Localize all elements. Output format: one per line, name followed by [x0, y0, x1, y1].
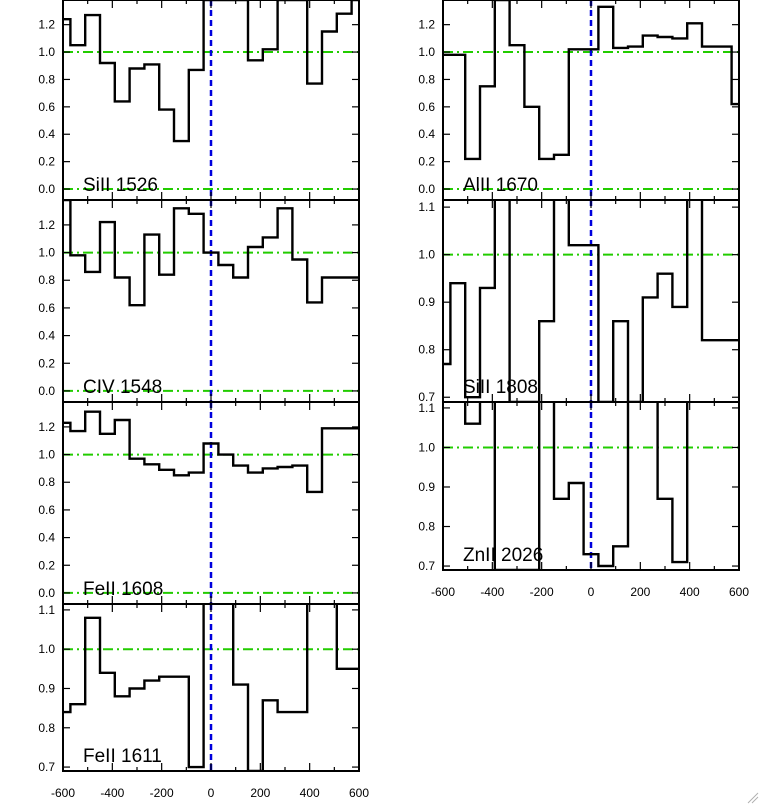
y-tick-label: 0.4 — [38, 329, 55, 343]
transition-label: SiII 1808 — [463, 377, 538, 398]
y-tick-label: 0.0 — [418, 182, 435, 196]
transition-label: AlII 1670 — [463, 175, 538, 196]
y-tick-label: 1.1 — [38, 603, 55, 617]
y-tick-label: 1.0 — [418, 440, 435, 454]
spectrum-panel-1: 0.0 0.2 0.4 0.6 0.8 1.0 1.2 SiII 1526 — [38, 0, 360, 201]
y-tick-label: 0.0 — [38, 586, 55, 600]
y-tick-label: 1.2 — [38, 420, 55, 434]
y-tick-label: 0.9 — [418, 295, 435, 309]
x-tick-label: 200 — [630, 585, 650, 599]
y-tick-label: 0.8 — [38, 721, 55, 735]
spectrum-panel-5: 0.0 0.2 0.4 0.6 0.8 1.0 1.2 AlII 1670 — [418, 0, 740, 201]
y-tick-label: 1.0 — [418, 45, 435, 59]
y-tick-label: 0.7 — [418, 390, 435, 404]
y-tick-label: 1.2 — [38, 218, 55, 232]
y-tick-label: 0.4 — [38, 127, 55, 141]
y-tick-label: 0.9 — [418, 480, 435, 494]
y-tick-label: 0.8 — [38, 273, 55, 287]
y-tick-label: 1.2 — [38, 18, 55, 32]
y-tick-label: 0.8 — [418, 520, 435, 534]
spectrum-line — [443, 200, 739, 402]
transition-label: CIV 1548 — [83, 377, 162, 398]
plot-frame — [442, 401, 740, 571]
x-tick-label: 0 — [208, 786, 215, 800]
spectrum-panel-4: 0.7 0.8 0.9 1.0 1.1 -600 -400 -200 0 200 400 600 FeI… — [38, 603, 369, 800]
x-tick-label: -600 — [51, 786, 75, 800]
spectrum-line — [63, 200, 359, 307]
spectrum-line — [63, 0, 359, 143]
y-tick-label: 0.8 — [38, 475, 55, 489]
y-tick-label: 0.6 — [38, 100, 55, 114]
y-tick-label: 0.8 — [418, 72, 435, 86]
y-tick-label: 0.7 — [418, 559, 435, 573]
spectrum-panel-7: 0.7 0.8 0.9 1.0 1.1 -600 -400 -200 0 200 400 600 ZnI… — [418, 401, 749, 599]
y-tick-label: 0.2 — [38, 356, 55, 370]
y-tick-label: 1.1 — [418, 200, 435, 214]
y-tick-label: 0.6 — [418, 100, 435, 114]
x-tick-label: -200 — [530, 585, 554, 599]
x-tick-label: 400 — [680, 585, 700, 599]
y-tick-label: 1.0 — [38, 642, 55, 656]
x-tick-label: -200 — [150, 786, 174, 800]
y-tick-label: 0.0 — [38, 384, 55, 398]
x-tick-label: 400 — [300, 786, 320, 800]
x-tick-label: -400 — [100, 786, 124, 800]
y-tick-label: 0.8 — [38, 72, 55, 86]
y-tick-label: 1.2 — [418, 18, 435, 32]
transition-label: FeII 1611 — [83, 746, 162, 767]
spectrum-line — [63, 410, 359, 494]
y-tick-label: 0.4 — [418, 127, 435, 141]
x-tick-label: 600 — [349, 786, 369, 800]
x-tick-label: -400 — [480, 585, 504, 599]
y-tick-label: 1.0 — [38, 45, 55, 59]
plot-frame — [62, 603, 360, 772]
x-tick-label: 200 — [250, 786, 270, 800]
transition-label: ZnII 2026 — [463, 545, 543, 566]
transition-label: SiII 1526 — [83, 175, 158, 196]
spectrum-line — [443, 0, 739, 161]
y-tick-label: 1.1 — [418, 401, 435, 415]
x-tick-label: 600 — [729, 585, 749, 599]
transition-label: FeII 1608 — [83, 579, 163, 600]
y-tick-label: 0.8 — [418, 343, 435, 357]
y-tick-label: 0.2 — [418, 155, 435, 169]
y-tick-label: 0.6 — [38, 301, 55, 315]
x-tick-label: 0 — [588, 585, 595, 599]
y-tick-label: 0.4 — [38, 531, 55, 545]
x-tick-label: -600 — [431, 585, 455, 599]
spectrum-panel-6: 0.7 0.8 0.9 1.0 1.1 SiII 1808 — [418, 199, 740, 404]
y-tick-label: 1.0 — [38, 246, 55, 260]
spectrum-panel-3: 0.0 0.2 0.4 0.6 0.8 1.0 1.2 FeII 1608 — [38, 401, 360, 605]
y-tick-label: 1.0 — [418, 248, 435, 262]
spectrum-line — [63, 604, 359, 771]
y-tick-label: 0.0 — [38, 182, 55, 196]
y-tick-label: 0.9 — [38, 681, 55, 695]
spectrum-line — [464, 402, 689, 570]
spectrum-panel-2: 0.0 0.2 0.4 0.6 0.8 1.0 1.2 CIV 1548 — [38, 199, 360, 403]
resize-grip-icon[interactable] — [747, 792, 759, 804]
y-tick-label: 0.2 — [38, 558, 55, 572]
y-tick-label: 0.7 — [38, 760, 55, 774]
y-tick-label: 1.0 — [38, 448, 55, 462]
y-tick-label: 0.2 — [38, 155, 55, 169]
y-tick-label: 0.6 — [38, 503, 55, 517]
